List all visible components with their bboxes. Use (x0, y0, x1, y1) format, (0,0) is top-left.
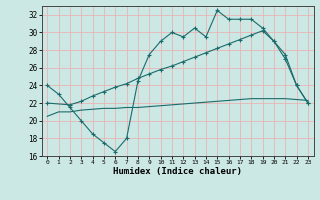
X-axis label: Humidex (Indice chaleur): Humidex (Indice chaleur) (113, 167, 242, 176)
